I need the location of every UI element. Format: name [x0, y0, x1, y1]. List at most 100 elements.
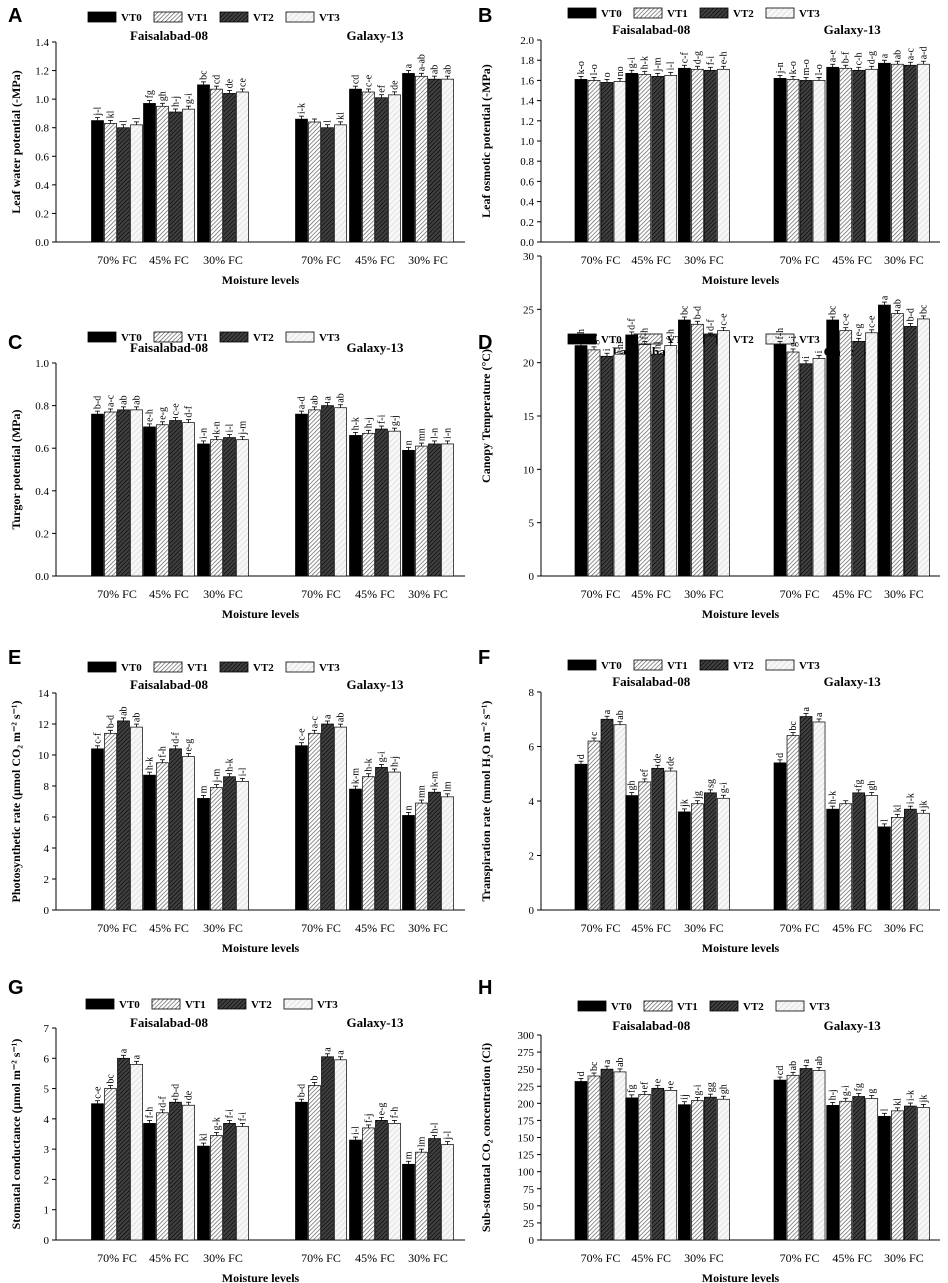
cultivar-title: Faisalabad-08 — [612, 674, 691, 689]
cultivar-title: Faisalabad-08 — [130, 340, 209, 355]
significance-label: fg — [145, 90, 156, 98]
x-category-label: 30% FC — [408, 587, 448, 601]
legend: VT0 VT1 VT2 VT3 — [87, 11, 340, 24]
significance-label: gh — [627, 781, 638, 791]
significance-label: c-h — [854, 53, 865, 66]
significance-label: f-h — [640, 328, 651, 340]
significance-label: g-j — [390, 415, 401, 426]
bar-vt3 — [334, 407, 347, 577]
significance-label: f-i — [705, 56, 716, 66]
significance-label: g-k — [212, 1117, 223, 1130]
significance-label: de — [184, 1090, 195, 1100]
significance-label: a-c — [905, 47, 916, 60]
x-category-label: 30% FC — [408, 253, 448, 267]
bar-vt2 — [117, 127, 130, 243]
significance-label: b-f — [841, 51, 852, 63]
significance-label: a-c — [310, 716, 321, 729]
legend-swatch-vt0 — [87, 11, 117, 23]
legend-swatch-vt0 — [567, 333, 597, 345]
legend-label-vt3: VT3 — [319, 332, 340, 344]
bar-vt2 — [799, 716, 813, 911]
y-tick-label: 0.6 — [35, 151, 49, 163]
legend-swatch-vt2 — [219, 661, 249, 673]
bar-vt0 — [773, 78, 787, 243]
legend-label-vt1: VT1 — [677, 1001, 698, 1013]
bar-vt3 — [917, 318, 930, 577]
x-category-label: 30% FC — [884, 921, 924, 935]
bar-vt2 — [799, 80, 813, 243]
bar-vt3 — [613, 724, 627, 911]
significance-label: i-k — [905, 1090, 916, 1101]
y-axis-title: Canopy Temperature (°C) — [479, 349, 493, 483]
significance-label: l — [119, 120, 130, 123]
bar-vt1 — [587, 80, 601, 243]
significance-label: e-g — [854, 324, 865, 337]
significance-label: jg — [692, 791, 703, 800]
significance-label: n — [404, 805, 415, 810]
significance-label: h-k — [828, 791, 839, 804]
significance-label: b-d — [692, 306, 703, 319]
bar-vt0 — [349, 788, 362, 911]
bar-vt0 — [295, 413, 308, 577]
significance-label: c-e — [93, 1086, 104, 1099]
legend-swatch-vt0 — [85, 998, 115, 1010]
bar-vt2 — [169, 748, 182, 911]
cultivar-title: Faisalabad-08 — [612, 1018, 691, 1033]
x-category-label: 45% FC — [355, 1251, 395, 1265]
significance-label: ab — [892, 299, 903, 308]
y-tick-label: 125 — [518, 1150, 535, 1162]
significance-label: gg — [705, 1082, 716, 1092]
y-tick-label: 3 — [44, 1144, 50, 1156]
panel-label: H — [478, 977, 492, 999]
significance-label: ab — [443, 65, 454, 74]
bar-vt3 — [182, 108, 195, 243]
significance-label: o — [602, 72, 613, 77]
y-tick-label: 8 — [44, 781, 50, 793]
x-category-label: 70% FC — [780, 921, 820, 935]
significance-label: b-d — [297, 1084, 308, 1097]
bar-vt2 — [428, 443, 441, 577]
bar-vt3 — [664, 345, 678, 577]
significance-label: ab — [892, 50, 903, 59]
significance-label: g-i — [589, 334, 600, 345]
bar-vt2 — [117, 1057, 130, 1241]
bar-vt3 — [182, 1104, 195, 1241]
significance-label: kl — [106, 110, 117, 118]
cultivar-title: Galaxy-13 — [346, 28, 404, 43]
significance-label: d-f — [627, 318, 638, 330]
x-category-label: 30% FC — [408, 1251, 448, 1265]
bar-vt2 — [852, 792, 866, 911]
y-tick-label: 275 — [518, 1047, 535, 1059]
significance-label: sg — [705, 779, 716, 788]
bar-vt2 — [169, 420, 182, 577]
bar-vt1 — [891, 313, 904, 577]
bar-vt3 — [865, 68, 879, 243]
bar-vt0 — [295, 118, 308, 243]
bar-vt2 — [600, 82, 614, 243]
legend-label-vt1: VT1 — [667, 8, 688, 20]
bar-vt3 — [664, 74, 678, 243]
significance-label: e-g — [184, 739, 195, 752]
bar-vt2 — [904, 808, 917, 911]
bar-vt3 — [236, 439, 249, 577]
significance-label: f-h — [775, 328, 786, 340]
bar-vt0 — [878, 62, 891, 243]
y-tick-label: 6 — [44, 812, 50, 824]
y-tick-label: 0 — [44, 905, 50, 917]
significance-label: l — [879, 819, 890, 822]
bar-vt1 — [362, 1127, 375, 1241]
legend-swatch-vt1 — [153, 331, 183, 343]
bar-vt1 — [691, 1100, 704, 1241]
significance-label: ef — [377, 84, 388, 92]
significance-label: i-k — [297, 103, 308, 114]
significance-label: j-l — [93, 106, 104, 116]
y-tick-label: 1.2 — [35, 66, 49, 78]
bar-vt1 — [362, 91, 375, 243]
legend-label-vt2: VT2 — [743, 1001, 764, 1013]
bar-vt0 — [197, 443, 210, 577]
bar-vt2 — [651, 767, 665, 911]
significance-label: d — [576, 754, 587, 759]
chart-panel-B: B VT0 VT1 VT2 VT3 Faisalabad-08 Galaxy-13 0.0 0.… — [478, 5, 940, 287]
bar-vt3 — [334, 124, 347, 243]
significance-label: h-j — [171, 96, 182, 107]
